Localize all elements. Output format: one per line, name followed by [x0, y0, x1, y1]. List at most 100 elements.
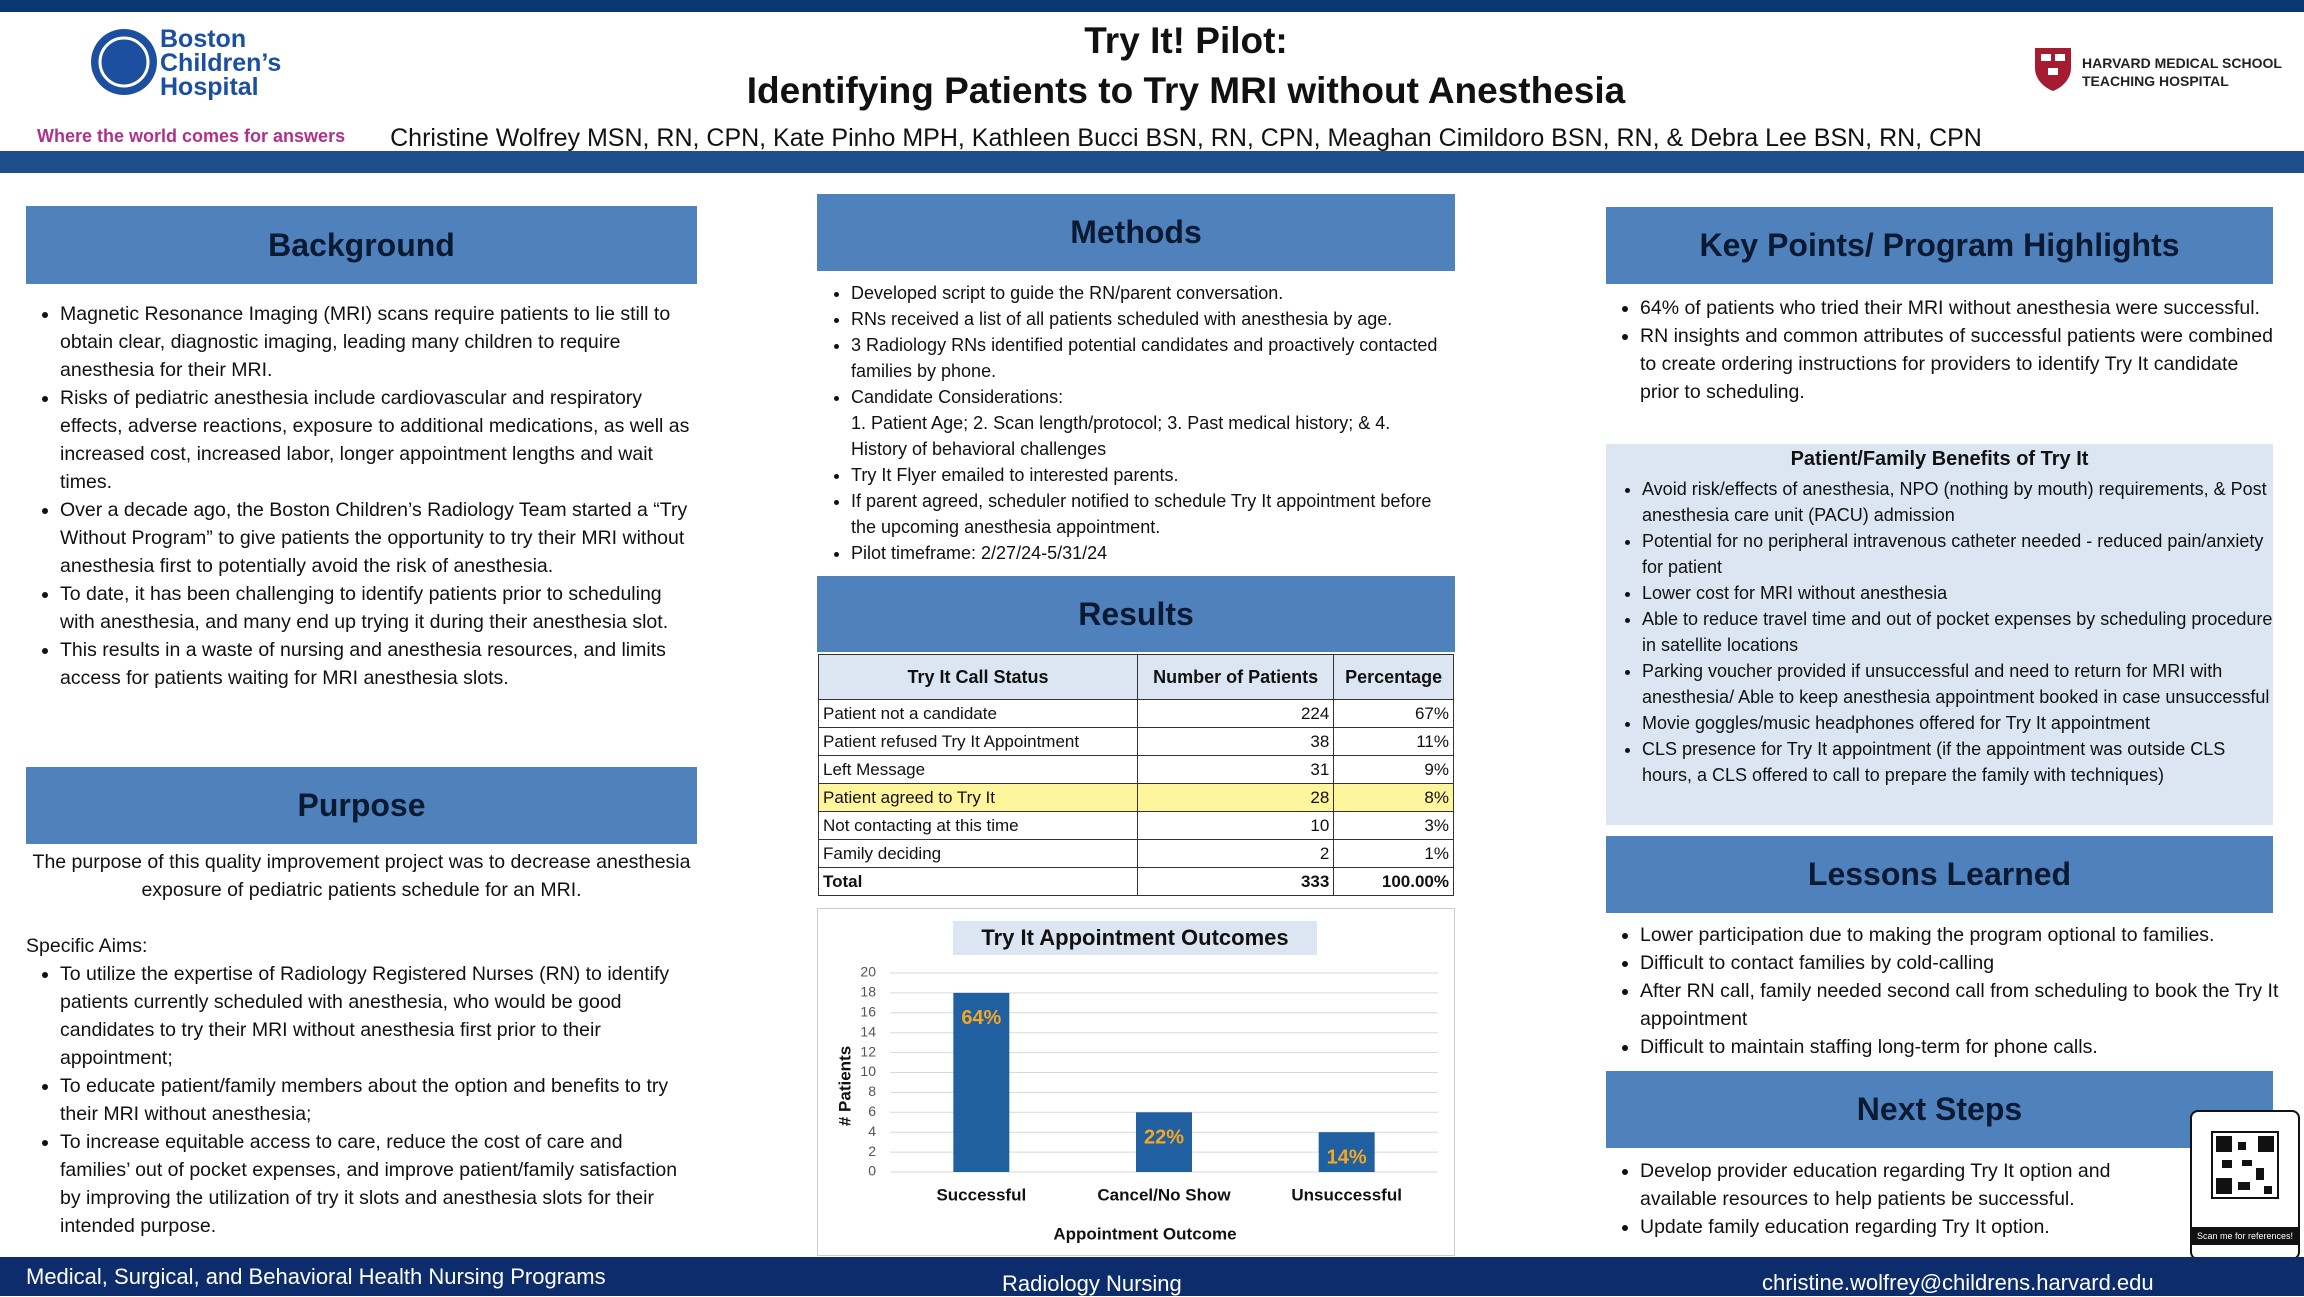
- shield-book: [2048, 68, 2058, 75]
- y-tick-label: 18: [860, 984, 876, 1000]
- footer-left: Medical, Surgical, and Behavioral Health…: [26, 1264, 606, 1289]
- qr-module: [2238, 1142, 2246, 1150]
- table-header-row: Try It Call Status Number of Patients Pe…: [818, 654, 1454, 700]
- table-cell: 3%: [1333, 811, 1454, 840]
- list-item: 64% of patients who tried their MRI with…: [1640, 294, 2273, 322]
- shield-book: [2041, 54, 2051, 61]
- section-heading: Purpose: [26, 767, 697, 844]
- logo-line: Hospital: [160, 73, 259, 101]
- x-tick-label: Unsuccessful: [1291, 1185, 1402, 1204]
- tagline: Where the world comes for answers: [37, 126, 346, 146]
- list-item: Difficult to maintain staffing long-term…: [1640, 1033, 2286, 1061]
- list-item: After RN call, family needed second call…: [1640, 977, 2286, 1033]
- table-cell: Patient not a candidate: [818, 699, 1138, 728]
- x-axis-label: Appointment Outcome: [1053, 1224, 1236, 1243]
- list-item: Over a decade ago, the Boston Children’s…: [60, 496, 697, 580]
- list-item: Risks of pediatric anesthesia include ca…: [60, 384, 697, 496]
- list-item: 3 Radiology RNs identified potential can…: [851, 332, 1455, 384]
- chart-title: Try It Appointment Outcomes: [981, 925, 1288, 950]
- bar: [1318, 1132, 1375, 1172]
- list-item: Movie goggles/music headphones offered f…: [1642, 710, 2273, 736]
- table-cell: 1%: [1333, 839, 1454, 868]
- table-cell: 31: [1136, 755, 1335, 784]
- list-item: If parent agreed, scheduler notified to …: [851, 488, 1455, 540]
- table-cell: 100.00%: [1333, 867, 1454, 896]
- background-list: Magnetic Resonance Imaging (MRI) scans r…: [26, 300, 697, 692]
- list-item: RN insights and common attributes of suc…: [1640, 322, 2273, 406]
- list-item: To date, it has been challenging to iden…: [60, 580, 697, 636]
- affiliation: HARVARD MEDICAL SCHOOL TEACHING HOSPITAL: [2082, 54, 2282, 90]
- y-tick-label: 16: [860, 1004, 876, 1020]
- list-item: Try It Flyer emailed to interested paren…: [851, 462, 1455, 488]
- list-item: Avoid risk/effects of anesthesia, NPO (n…: [1642, 476, 2273, 528]
- qr-code: [2211, 1131, 2279, 1199]
- list-item: Lower cost for MRI without anesthesia: [1642, 580, 2273, 606]
- header-band: [0, 151, 2304, 173]
- aims-list: To utilize the expertise of Radiology Re…: [26, 960, 697, 1240]
- table-cell: Left Message: [818, 755, 1138, 784]
- list-item: Parking voucher provided if unsuccessful…: [1642, 658, 2273, 710]
- table-cell: 224: [1136, 699, 1335, 728]
- qr-finder: [2258, 1136, 2274, 1152]
- table-header: Try It Call Status: [818, 654, 1138, 700]
- list-item: This results in a waste of nursing and a…: [60, 636, 697, 692]
- methods-list: Try It Flyer emailed to interested paren…: [817, 462, 1455, 566]
- authors: Christine Wolfrey MSN, RN, CPN, Kate Pin…: [390, 124, 1982, 152]
- table-row: Patient not a candidate 224 67%: [818, 699, 1454, 728]
- table-row: Patient agreed to Try It 28 8%: [818, 783, 1454, 812]
- table-cell: Total: [818, 867, 1138, 896]
- methods-list: Developed script to guide the RN/parent …: [817, 280, 1455, 410]
- table-row: Family deciding 2 1%: [818, 839, 1454, 868]
- list-item: CLS presence for Try It appointment (if …: [1642, 736, 2273, 788]
- table-cell: 11%: [1333, 727, 1454, 756]
- list-item: Potential for no peripheral intravenous …: [1642, 528, 2273, 580]
- table-header: Percentage: [1333, 654, 1454, 700]
- table-cell: 8%: [1333, 783, 1454, 812]
- y-tick-label: 12: [860, 1043, 876, 1059]
- qr-finder: [2216, 1178, 2232, 1194]
- qr-finder: [2216, 1136, 2232, 1152]
- bar: [1136, 1112, 1192, 1172]
- table-cell: Patient refused Try It Appointment: [818, 727, 1138, 756]
- affiliation-line: HARVARD MEDICAL SCHOOL: [2082, 55, 2282, 71]
- y-tick-label: 0: [868, 1163, 876, 1179]
- qr-module: [2238, 1182, 2250, 1190]
- table-cell: 10: [1136, 811, 1335, 840]
- table-cell: 38: [1136, 727, 1335, 756]
- shield-book: [2055, 54, 2065, 61]
- hospital-logo: Boston Children’s Hospital: [91, 25, 281, 101]
- list-item: Pilot timeframe: 2/27/24-5/31/24: [851, 540, 1455, 566]
- table-cell: 28: [1136, 783, 1335, 812]
- next-steps-list: Develop provider education regarding Try…: [1606, 1157, 2186, 1241]
- bar-annotation: 64%: [961, 1007, 1001, 1029]
- logo-line: Children’s: [160, 49, 281, 77]
- qr-caption: Scan me for references!: [2192, 1227, 2298, 1245]
- list-item: RNs received a list of all patients sche…: [851, 306, 1455, 332]
- affiliation-line: TEACHING HOSPITAL: [2082, 73, 2229, 89]
- table-row: Not contacting at this time 10 3%: [818, 811, 1454, 840]
- benefits-heading: Patient/Family Benefits of Try It: [1790, 448, 2089, 470]
- y-tick-label: 2: [868, 1143, 876, 1159]
- logo-line: Boston: [160, 25, 246, 53]
- title-line: Identifying Patients to Try MRI without …: [746, 70, 1626, 111]
- section-heading: Next Steps: [1606, 1071, 2273, 1148]
- benefits-list: Avoid risk/effects of anesthesia, NPO (n…: [1606, 476, 2273, 788]
- x-tick-label: Cancel/No Show: [1097, 1185, 1231, 1204]
- list-item: Develop provider education regarding Try…: [1640, 1157, 2186, 1213]
- table-cell: 333: [1136, 867, 1335, 896]
- aims-label: Specific Aims:: [26, 935, 148, 957]
- list-item: To utilize the expertise of Radiology Re…: [60, 960, 697, 1072]
- y-tick-label: 8: [868, 1083, 876, 1099]
- table-row: Patient refused Try It Appointment 38 11%: [818, 727, 1454, 756]
- chart-title-box: [953, 921, 1317, 955]
- list-item: Difficult to contact families by cold-ca…: [1640, 949, 2286, 977]
- qr-module: [2264, 1186, 2272, 1194]
- y-tick-label: 10: [860, 1063, 876, 1079]
- benefits-box: [1606, 444, 2273, 825]
- footer-right: christine.wolfrey@childrens.harvard.edu: [1762, 1270, 2154, 1295]
- y-tick-label: 20: [860, 964, 876, 980]
- lessons-list: Lower participation due to making the pr…: [1606, 921, 2286, 1061]
- section-heading: Results: [817, 576, 1455, 652]
- considerations: 1. Patient Age; 2. Scan length/protocol;…: [851, 413, 1391, 459]
- qr-module: [2256, 1168, 2264, 1180]
